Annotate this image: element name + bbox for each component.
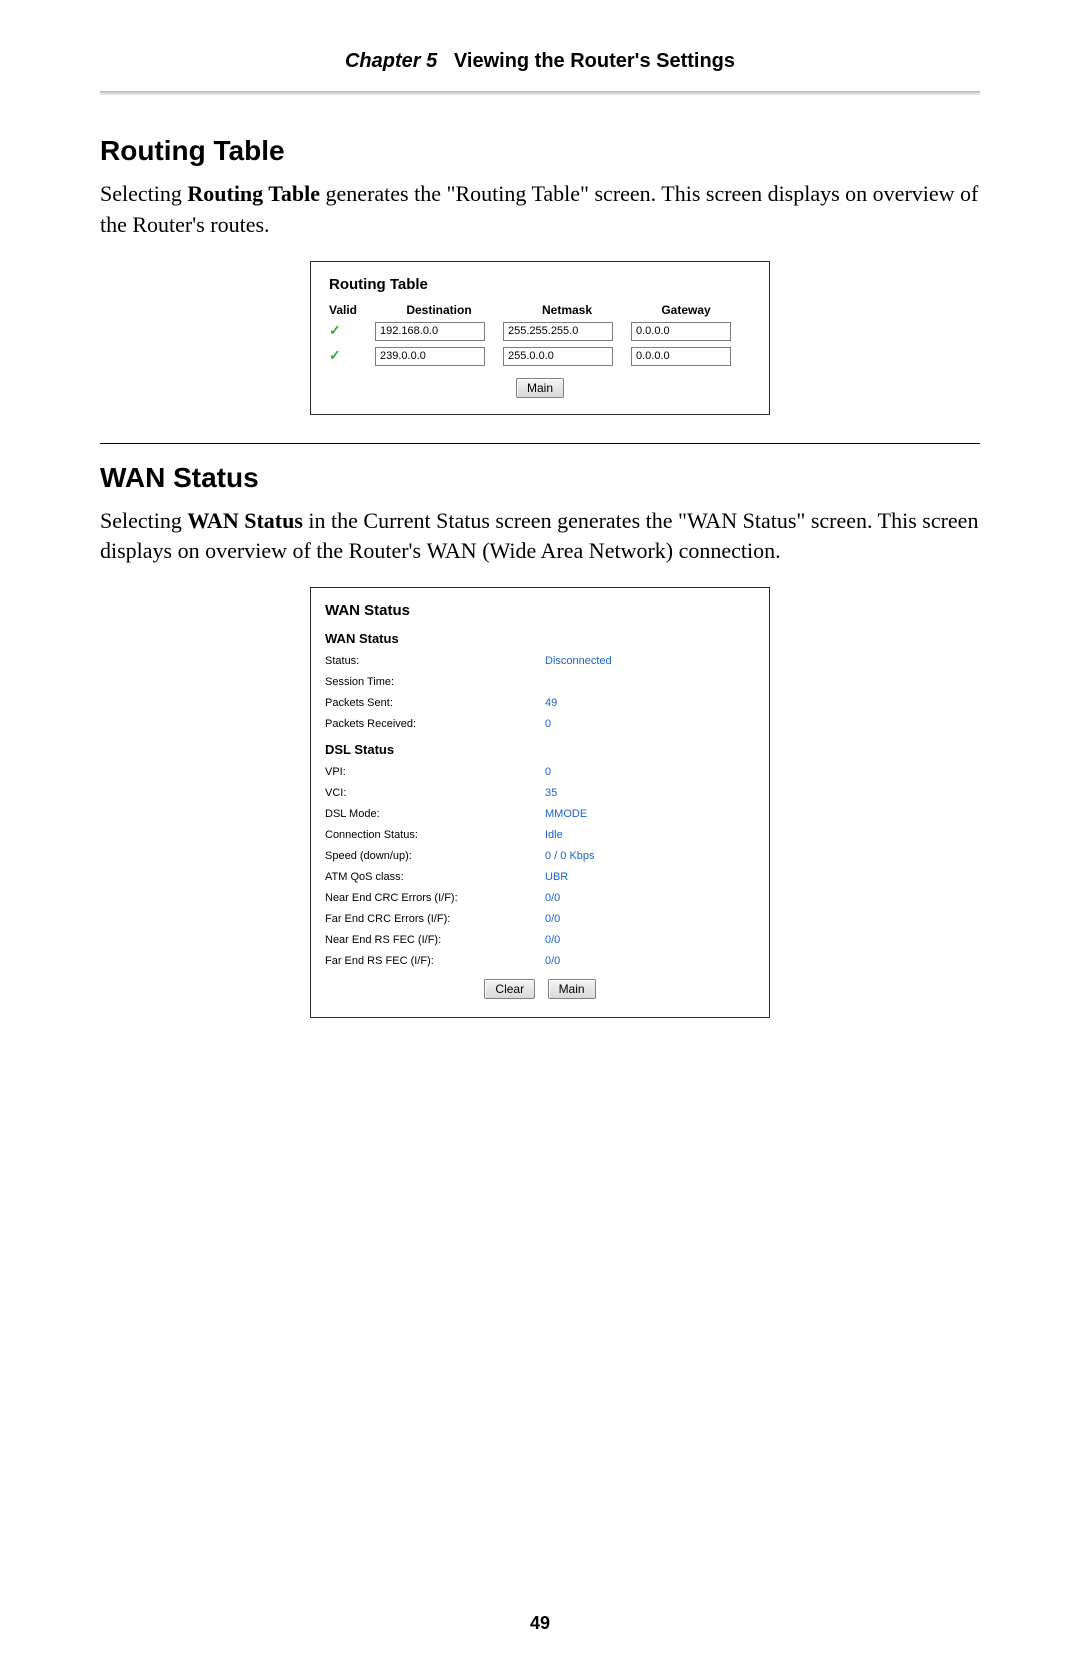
- status-value: MMODE: [545, 808, 587, 820]
- status-value: 35: [545, 787, 557, 799]
- status-row: Connection Status:Idle: [325, 829, 755, 841]
- col-header-destination: Destination: [375, 303, 503, 317]
- col-header-netmask: Netmask: [503, 303, 631, 317]
- status-row: Session Time:: [325, 676, 755, 688]
- col-header-valid: Valid: [329, 303, 375, 317]
- page-number: 49: [0, 1613, 1080, 1634]
- status-value: 0: [545, 718, 551, 730]
- routing-table-row: ✓: [329, 347, 751, 366]
- status-label: DSL Mode:: [325, 808, 545, 820]
- wan-panel-title: WAN Status: [325, 602, 755, 619]
- status-label: VPI:: [325, 766, 545, 778]
- gateway-input[interactable]: [631, 322, 731, 341]
- main-button[interactable]: Main: [516, 378, 564, 398]
- status-label: VCI:: [325, 787, 545, 799]
- status-value: 0/0: [545, 892, 560, 904]
- routing-panel-title: Routing Table: [329, 276, 751, 293]
- status-label: Packets Received:: [325, 718, 545, 730]
- status-row: Speed (down/up):0 / 0 Kbps: [325, 850, 755, 862]
- chapter-label: Chapter 5: [345, 50, 437, 72]
- status-value: Disconnected: [545, 655, 612, 667]
- status-label: Near End CRC Errors (I/F):: [325, 892, 545, 904]
- status-label: Connection Status:: [325, 829, 545, 841]
- status-label: Far End RS FEC (I/F):: [325, 955, 545, 967]
- gateway-input[interactable]: [631, 347, 731, 366]
- status-label: Near End RS FEC (I/F):: [325, 934, 545, 946]
- status-value: 0/0: [545, 913, 560, 925]
- netmask-input[interactable]: [503, 322, 613, 341]
- routing-table-row: ✓: [329, 322, 751, 341]
- status-value: 0/0: [545, 955, 560, 967]
- status-value: Idle: [545, 829, 563, 841]
- status-row: DSL Mode:MMODE: [325, 808, 755, 820]
- status-row: Near End RS FEC (I/F):0/0: [325, 934, 755, 946]
- routing-table-headers: Valid Destination Netmask Gateway: [329, 303, 751, 317]
- valid-check-icon: ✓: [329, 347, 341, 363]
- header-divider: [100, 91, 980, 95]
- wan-status-panel: WAN Status WAN Status Status:Disconnecte…: [310, 587, 770, 1018]
- status-row: Far End CRC Errors (I/F):0/0: [325, 913, 755, 925]
- destination-input[interactable]: [375, 322, 485, 341]
- status-label: Status:: [325, 655, 545, 667]
- status-label: Packets Sent:: [325, 697, 545, 709]
- status-value: UBR: [545, 871, 568, 883]
- status-label: Session Time:: [325, 676, 545, 688]
- col-header-gateway: Gateway: [631, 303, 741, 317]
- section-title-routing: Routing Table: [100, 135, 980, 167]
- section-title-wan: WAN Status: [100, 462, 980, 494]
- chapter-header: Chapter 5 Viewing the Router's Settings: [100, 50, 980, 73]
- status-row: VPI:0: [325, 766, 755, 778]
- chapter-title: Viewing the Router's Settings: [454, 50, 735, 72]
- status-row: ATM QoS class:UBR: [325, 871, 755, 883]
- status-value: 0/0: [545, 934, 560, 946]
- section-divider: [100, 443, 980, 444]
- status-row: VCI:35: [325, 787, 755, 799]
- routing-paragraph: Selecting Routing Table generates the "R…: [100, 179, 980, 241]
- wan-status-heading: WAN Status: [325, 631, 755, 646]
- status-value: 0 / 0 Kbps: [545, 850, 595, 862]
- status-row: Far End RS FEC (I/F):0/0: [325, 955, 755, 967]
- status-value: 0: [545, 766, 551, 778]
- valid-check-icon: ✓: [329, 322, 341, 338]
- status-value: 49: [545, 697, 557, 709]
- dsl-status-heading: DSL Status: [325, 742, 755, 757]
- status-row: Packets Sent:49: [325, 697, 755, 709]
- status-row: Status:Disconnected: [325, 655, 755, 667]
- netmask-input[interactable]: [503, 347, 613, 366]
- clear-button[interactable]: Clear: [484, 979, 535, 999]
- status-row: Packets Received:0: [325, 718, 755, 730]
- destination-input[interactable]: [375, 347, 485, 366]
- status-label: ATM QoS class:: [325, 871, 545, 883]
- routing-table-panel: Routing Table Valid Destination Netmask …: [310, 261, 770, 415]
- status-label: Speed (down/up):: [325, 850, 545, 862]
- main-button[interactable]: Main: [548, 979, 596, 999]
- status-label: Far End CRC Errors (I/F):: [325, 913, 545, 925]
- wan-paragraph: Selecting WAN Status in the Current Stat…: [100, 506, 980, 568]
- status-row: Near End CRC Errors (I/F):0/0: [325, 892, 755, 904]
